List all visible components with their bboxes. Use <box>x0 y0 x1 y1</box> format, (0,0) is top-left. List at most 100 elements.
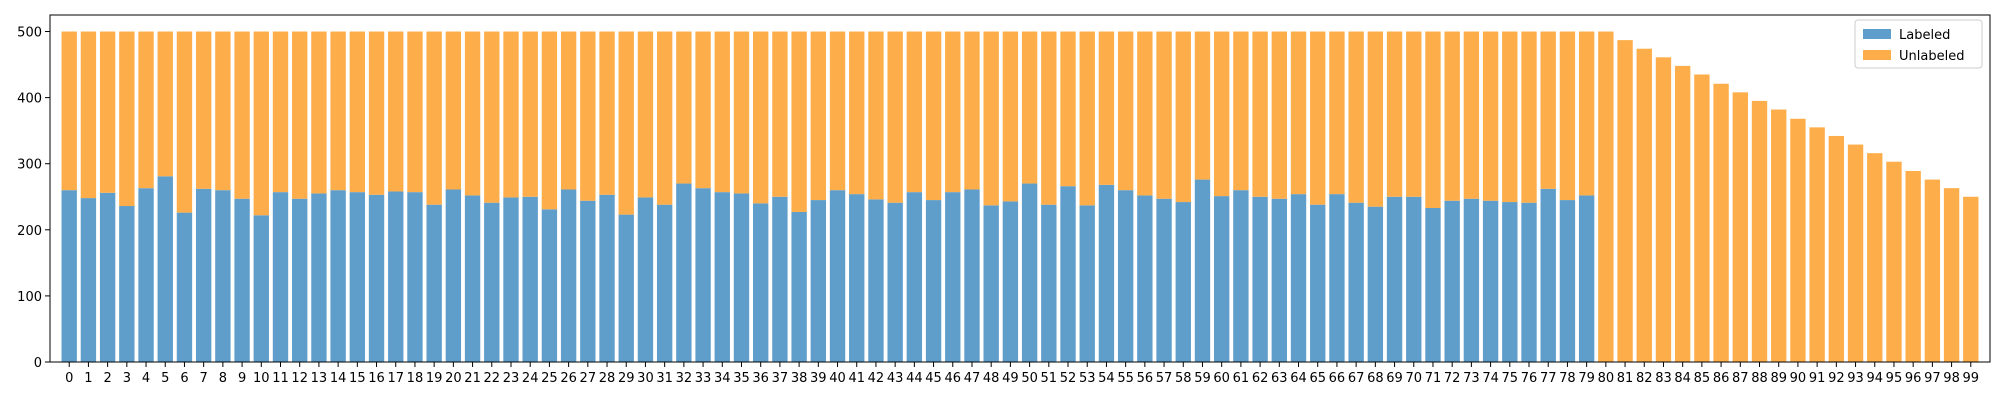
x-tick-label: 80 <box>1598 371 1615 386</box>
y-tick-label: 200 <box>17 224 42 239</box>
x-tick-label: 84 <box>1674 371 1691 386</box>
bar-labeled-19 <box>426 204 442 362</box>
x-tick-label: 25 <box>541 371 558 386</box>
x-tick-label: 0 <box>65 371 73 386</box>
bar-labeled-1 <box>80 198 97 362</box>
bar-unlabeled-70 <box>1406 31 1422 197</box>
bar-labeled-68 <box>1367 206 1384 362</box>
x-tick-label: 22 <box>484 371 501 386</box>
bar-unlabeled-0 <box>61 31 77 191</box>
x-tick-label: 52 <box>1060 371 1077 386</box>
x-tick-label: 31 <box>656 371 673 386</box>
bar-unlabeled-44 <box>906 31 923 193</box>
x-tick-label: 94 <box>1866 371 1883 386</box>
bar-unlabeled-7 <box>195 31 212 189</box>
x-tick-label: 40 <box>829 371 846 386</box>
bar-unlabeled-34 <box>714 31 730 193</box>
bar-unlabeled-66 <box>1329 31 1345 195</box>
bar-unlabeled-57 <box>1156 31 1172 199</box>
bar-labeled-64 <box>1290 194 1307 362</box>
x-tick-label: 13 <box>311 371 328 386</box>
x-tick-label: 90 <box>1790 371 1807 386</box>
bar-labeled-0 <box>61 190 77 362</box>
bar-unlabeled-4 <box>138 31 154 189</box>
bar-labeled-67 <box>1348 202 1364 362</box>
x-tick-label: 46 <box>944 371 961 386</box>
bar-unlabeled-98 <box>1943 188 1960 362</box>
x-tick-label: 35 <box>733 371 750 386</box>
bar-labeled-79 <box>1578 195 1595 362</box>
bar-unlabeled-45 <box>925 31 942 201</box>
x-tick-label: 16 <box>368 371 385 386</box>
bar-unlabeled-27 <box>580 31 596 201</box>
x-tick-label: 28 <box>599 371 616 386</box>
bar-labeled-24 <box>522 196 538 362</box>
bar-unlabeled-86 <box>1713 83 1729 363</box>
bar-labeled-3 <box>119 206 135 362</box>
x-tick-label: 47 <box>964 371 981 386</box>
bar-unlabeled-11 <box>272 31 289 193</box>
x-tick-label: 82 <box>1636 371 1653 386</box>
bar-labeled-15 <box>349 192 366 362</box>
bar-unlabeled-71 <box>1425 31 1441 208</box>
bar-unlabeled-52 <box>1060 31 1076 187</box>
x-tick-label: 8 <box>219 371 227 386</box>
bar-unlabeled-24 <box>522 31 538 197</box>
bar-unlabeled-56 <box>1137 31 1153 196</box>
bar-labeled-10 <box>253 215 269 362</box>
x-tick-label: 63 <box>1271 371 1288 386</box>
legend-label-unlabeled: Unlabeled <box>1899 49 1964 64</box>
bar-unlabeled-37 <box>772 31 788 197</box>
bar-unlabeled-96 <box>1905 170 1921 362</box>
bar-unlabeled-50 <box>1021 31 1038 184</box>
bar-unlabeled-9 <box>234 31 250 199</box>
bar-labeled-38 <box>791 211 807 362</box>
bar-unlabeled-26 <box>560 31 577 190</box>
bar-unlabeled-33 <box>695 31 711 189</box>
bar-labeled-20 <box>445 189 462 362</box>
x-tick-label: 67 <box>1348 371 1365 386</box>
x-tick-label: 17 <box>387 371 404 386</box>
bar-labeled-48 <box>983 205 999 362</box>
bar-labeled-23 <box>503 197 519 362</box>
bar-unlabeled-54 <box>1098 31 1115 185</box>
bar-unlabeled-82 <box>1636 48 1652 363</box>
x-axis: 0 1 2 3 4 5 6 7 8 9 10 11 12 13 14 15 16 17 18 19 20 21 22 23 24… <box>65 362 1979 386</box>
x-tick-label: 66 <box>1329 371 1346 386</box>
bar-unlabeled-97 <box>1924 179 1941 362</box>
bar-labeled-36 <box>753 203 769 362</box>
bar-unlabeled-62 <box>1252 31 1268 197</box>
bar-labeled-59 <box>1194 179 1211 362</box>
x-tick-label: 45 <box>925 371 942 386</box>
bar-unlabeled-22 <box>484 31 500 203</box>
bar-unlabeled-41 <box>849 31 865 195</box>
x-tick-label: 71 <box>1425 371 1442 386</box>
x-tick-label: 32 <box>676 371 693 386</box>
x-tick-label: 6 <box>180 371 188 386</box>
bar-labeled-28 <box>599 194 615 362</box>
x-tick-label: 27 <box>580 371 597 386</box>
bar-unlabeled-49 <box>1002 31 1019 202</box>
x-tick-label: 42 <box>868 371 885 386</box>
x-tick-label: 76 <box>1521 371 1538 386</box>
bar-labeled-30 <box>637 197 654 362</box>
bar-labeled-26 <box>560 189 577 362</box>
bar-labeled-78 <box>1559 200 1576 362</box>
bar-unlabeled-80 <box>1598 31 1614 363</box>
bar-unlabeled-67 <box>1348 31 1364 203</box>
bar-unlabeled-88 <box>1751 100 1768 363</box>
bar-labeled-49 <box>1002 201 1019 362</box>
bar-unlabeled-3 <box>119 31 135 207</box>
bar-unlabeled-12 <box>292 31 308 199</box>
bar-labeled-45 <box>925 200 942 362</box>
bar-unlabeled-53 <box>1079 31 1095 206</box>
x-tick-label: 96 <box>1905 371 1922 386</box>
x-tick-label: 33 <box>695 371 712 386</box>
x-tick-label: 77 <box>1540 371 1557 386</box>
bar-unlabeled-31 <box>656 31 673 205</box>
bar-unlabeled-76 <box>1521 31 1537 203</box>
x-tick-label: 95 <box>1886 371 1903 386</box>
x-tick-label: 3 <box>123 371 131 386</box>
bar-unlabeled-30 <box>637 31 654 198</box>
bar-labeled-69 <box>1386 196 1403 362</box>
